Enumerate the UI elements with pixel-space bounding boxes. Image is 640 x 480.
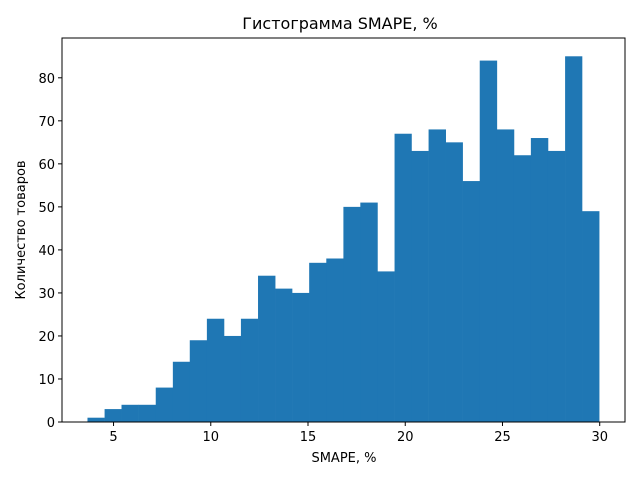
y-tick-label: 80	[38, 72, 55, 87]
x-tick-label: 30	[591, 430, 608, 445]
x-axis-ticks: 5 10 15 20 25 30	[109, 422, 608, 445]
x-tick-label: 15	[300, 430, 317, 445]
histogram-bar	[224, 335, 242, 422]
histogram-bar	[394, 133, 412, 423]
histogram-bar	[121, 404, 139, 422]
histogram-bar	[445, 142, 463, 422]
histogram-bar	[326, 258, 344, 422]
histogram-bar	[377, 271, 395, 422]
histogram-bar	[496, 129, 515, 422]
y-axis-ticks: 0 10 20 30 40 50 60 70 80	[38, 72, 62, 431]
histogram-bar	[87, 417, 105, 422]
histogram-bar	[172, 361, 191, 422]
histogram-bar	[189, 340, 208, 422]
x-tick-label: 25	[494, 430, 511, 445]
histogram-bar	[206, 318, 225, 422]
histogram-bar	[309, 262, 327, 422]
histogram-bar	[343, 206, 361, 422]
y-tick-label: 70	[38, 115, 55, 130]
plot-frame	[61, 37, 626, 423]
chart-title: Гистограмма SMAPE, %	[242, 14, 438, 33]
y-tick-label: 40	[38, 244, 55, 259]
histogram-bar	[479, 60, 498, 423]
histogram-bar	[411, 150, 429, 422]
histogram-bar	[138, 404, 157, 422]
histogram-bar	[582, 211, 600, 422]
histogram-bar	[530, 138, 549, 422]
histogram-bar	[258, 275, 276, 422]
histogram-bar	[547, 150, 566, 422]
x-tick-label: 10	[202, 430, 219, 445]
y-tick-label: 20	[38, 330, 55, 345]
x-tick-label: 20	[397, 430, 414, 445]
histogram-bar	[428, 129, 446, 422]
x-axis-label: SMAPE, %	[311, 451, 376, 466]
histogram-bar	[240, 318, 259, 422]
y-tick-label: 30	[38, 287, 55, 302]
y-axis-label: Количество товаров	[14, 160, 29, 299]
histogram-bar	[292, 292, 310, 422]
histogram-bar	[104, 409, 122, 422]
histogram-bar	[513, 155, 532, 423]
histogram-bar	[275, 288, 293, 422]
bars-group	[87, 56, 600, 423]
y-tick-label: 10	[38, 373, 55, 388]
y-tick-label: 0	[47, 416, 55, 431]
histogram-bar	[565, 56, 583, 422]
y-tick-label: 50	[38, 201, 55, 216]
histogram-bar	[462, 181, 481, 422]
y-tick-label: 60	[38, 158, 55, 173]
x-tick-label: 5	[109, 430, 117, 445]
histogram-bar	[155, 387, 174, 422]
histogram-bar	[360, 202, 378, 422]
